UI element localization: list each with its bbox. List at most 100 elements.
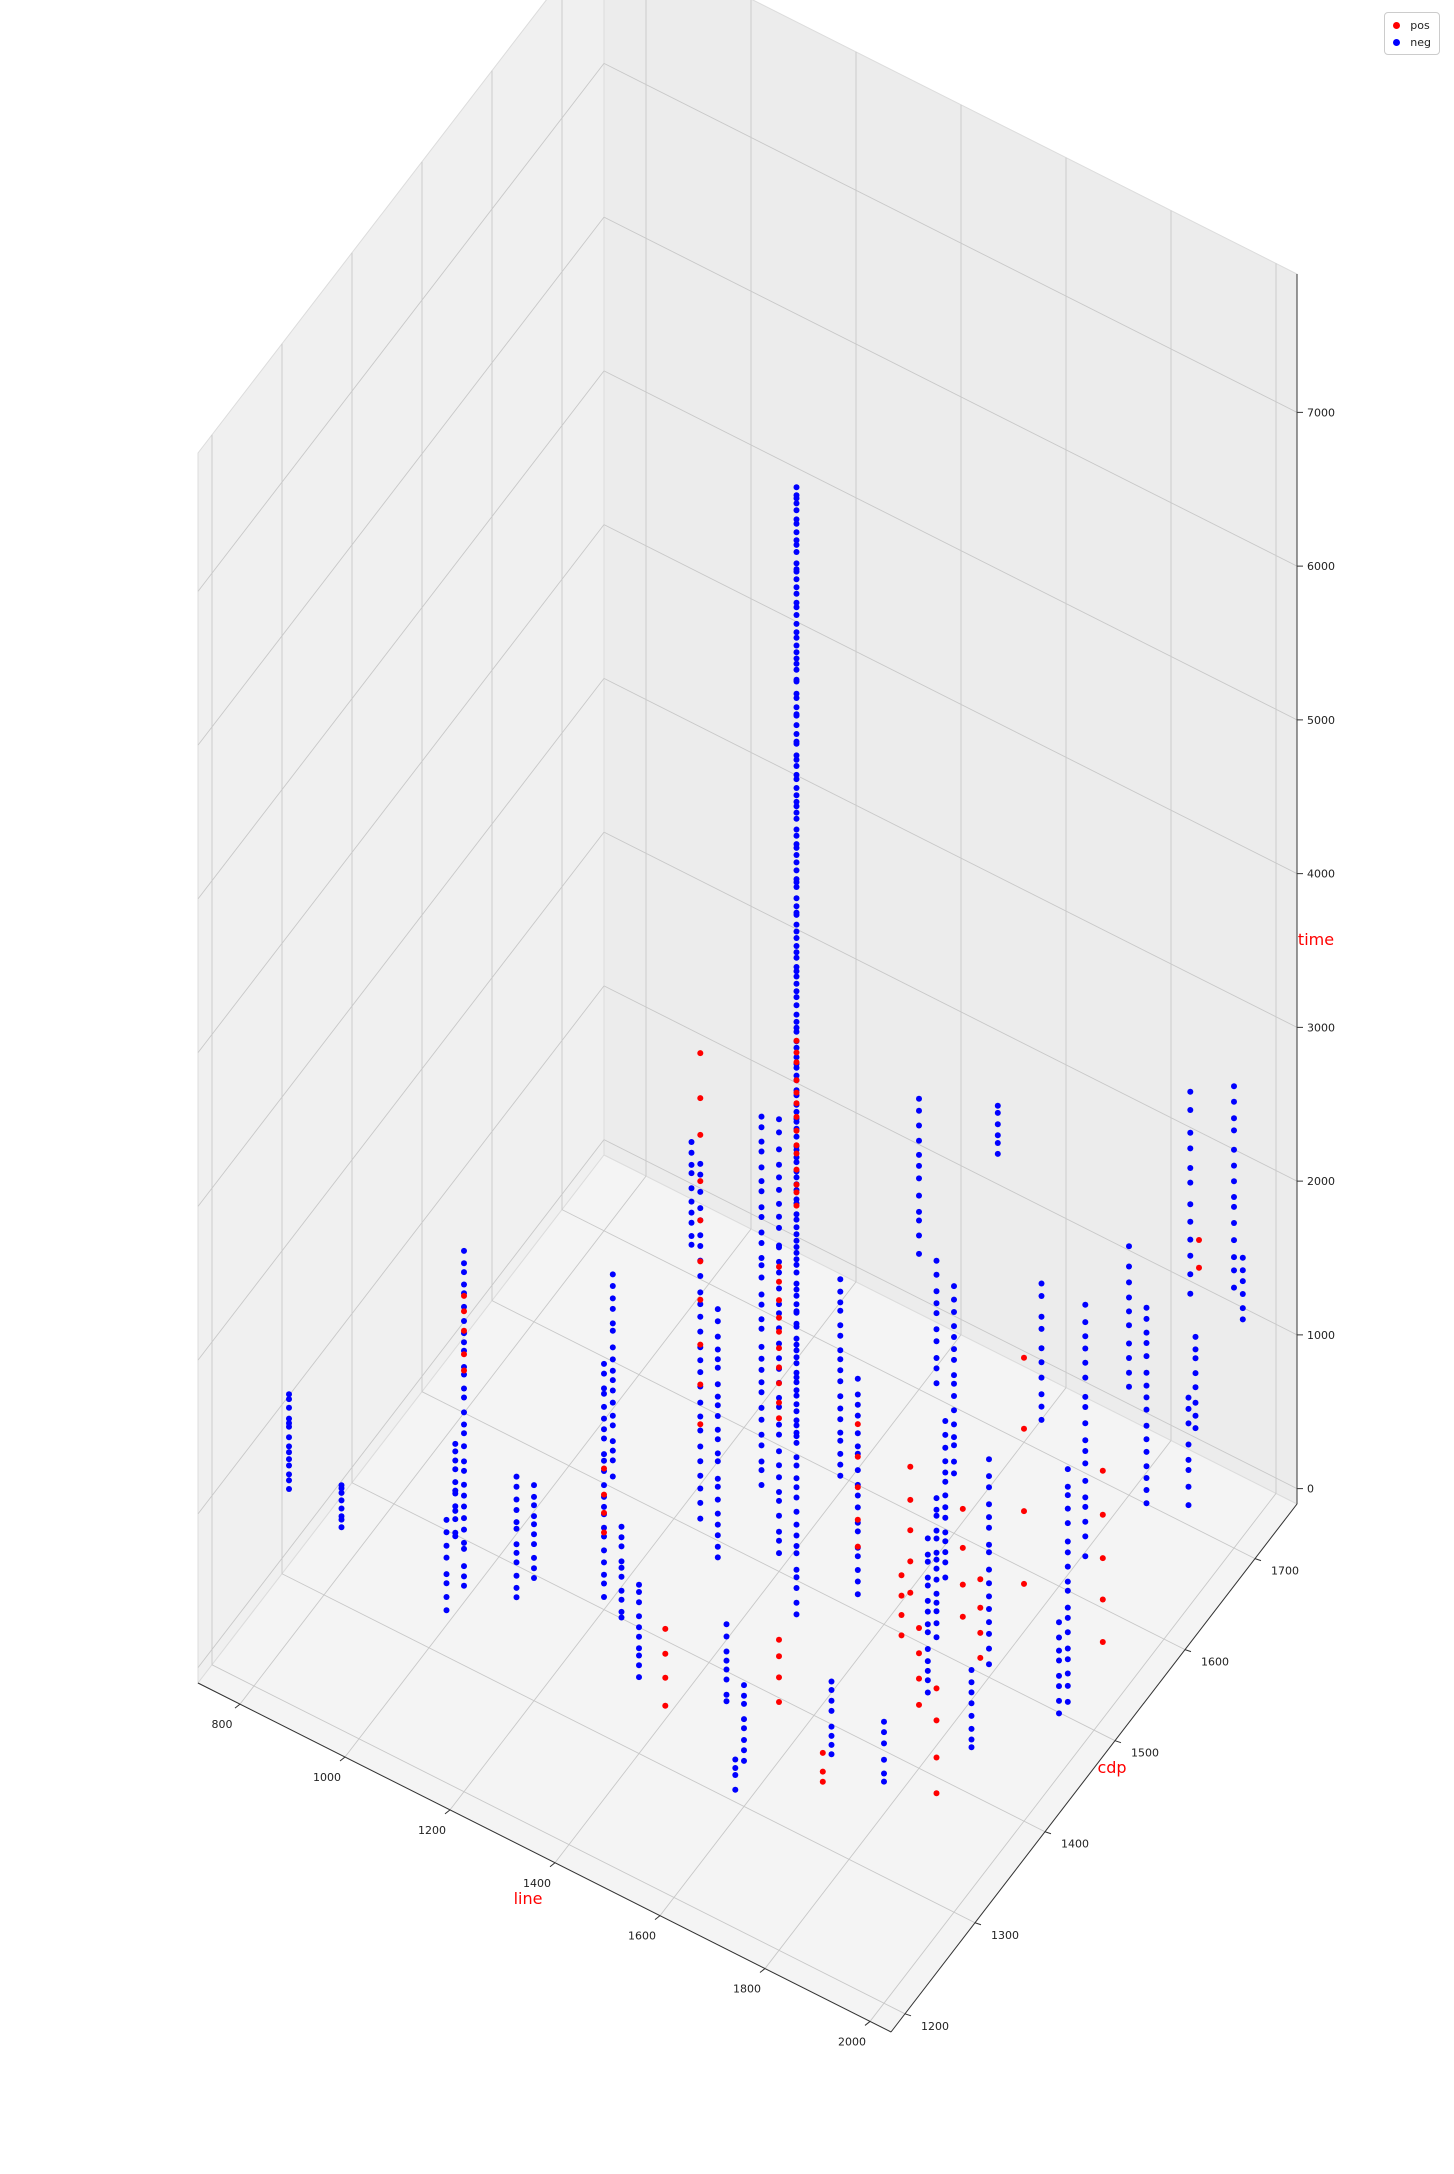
point-pos (461, 1367, 467, 1374)
x-tick-mark (234, 1703, 241, 1709)
point-neg (601, 1482, 607, 1489)
point-neg (1231, 1127, 1237, 1134)
point-neg (1064, 1614, 1071, 1621)
point-neg (837, 1472, 844, 1479)
point-neg (793, 954, 800, 961)
point-neg (1082, 1437, 1089, 1444)
point-pos (461, 1327, 467, 1334)
point-neg (1126, 1294, 1132, 1301)
gridline-z (603, 831, 1298, 1182)
point-neg (793, 711, 800, 718)
point-neg (1231, 1178, 1237, 1185)
point-neg (1143, 1406, 1150, 1413)
point-neg (776, 1340, 782, 1347)
point-neg (609, 1356, 616, 1363)
point-neg (286, 1462, 292, 1469)
point-neg (793, 884, 800, 890)
point-neg (1126, 1263, 1132, 1270)
point-neg (942, 1444, 949, 1451)
point-neg (697, 1499, 704, 1506)
point-neg (933, 1527, 940, 1534)
point-neg (286, 1449, 292, 1456)
point-neg (1082, 1477, 1089, 1484)
point-neg (793, 1475, 800, 1482)
point-pos (793, 1049, 800, 1056)
legend-marker-pos (1393, 22, 1401, 29)
point-neg (837, 1378, 844, 1385)
point-neg (1231, 1284, 1237, 1291)
point-neg (881, 1778, 887, 1785)
point-neg (881, 1740, 887, 1747)
point-neg (531, 1513, 537, 1520)
gridline-y (421, 1391, 1116, 1742)
point-neg (986, 1566, 992, 1573)
point-neg (601, 1571, 607, 1578)
point-neg (793, 695, 800, 701)
point-neg (776, 1285, 782, 1292)
point-neg (793, 841, 800, 848)
point-neg (1082, 1460, 1089, 1467)
point-neg (723, 1648, 730, 1655)
point-pos (907, 1496, 914, 1503)
point-neg (776, 1258, 782, 1265)
point-neg (951, 1458, 957, 1465)
point-neg (1038, 1325, 1045, 1332)
point-neg (933, 1326, 940, 1333)
point-pos (793, 1100, 800, 1107)
point-neg (531, 1521, 537, 1528)
point-neg (793, 1392, 800, 1399)
point-neg (776, 1394, 782, 1401)
point-neg (758, 1404, 765, 1411)
point-neg (793, 520, 800, 527)
x-tick-mark (654, 1915, 661, 1921)
point-neg (1082, 1420, 1089, 1427)
point-neg (461, 1539, 467, 1546)
point-neg (452, 1503, 459, 1510)
point-neg (793, 655, 800, 662)
point-neg (1126, 1243, 1132, 1250)
point-neg (601, 1426, 607, 1433)
point-neg (609, 1344, 616, 1351)
point-neg (1143, 1369, 1150, 1376)
point-neg (776, 1474, 782, 1481)
point-neg (916, 1107, 922, 1114)
point-neg (1082, 1533, 1089, 1540)
point-pos (1021, 1580, 1027, 1587)
point-neg (776, 1161, 782, 1168)
point-neg (776, 1404, 782, 1410)
point-neg (461, 1303, 467, 1310)
point-neg (793, 1108, 800, 1115)
gridlines (197, 0, 1298, 2022)
point-neg (531, 1531, 537, 1538)
point-pos (793, 1189, 800, 1196)
point-neg (837, 1429, 844, 1436)
point-neg (951, 1283, 957, 1290)
y-tick-mark (1254, 1558, 1262, 1562)
point-neg (601, 1370, 607, 1377)
point-neg (1187, 1179, 1194, 1186)
point-neg (461, 1481, 467, 1488)
point-neg (793, 704, 800, 711)
y-tick-label: 1200 (921, 2020, 949, 2033)
point-neg (916, 1151, 922, 1158)
point-neg (758, 1291, 765, 1298)
point-neg (793, 980, 800, 987)
point-neg (854, 1375, 861, 1382)
x-tick-label: 1000 (313, 1771, 341, 1784)
x-tick-label: 2000 (838, 2035, 866, 2048)
point-neg (793, 1408, 800, 1415)
point-neg (609, 1327, 616, 1334)
point-neg (828, 1707, 835, 1714)
x-axis-label: line (514, 1889, 543, 1908)
point-neg (924, 1621, 931, 1628)
point-neg (1143, 1487, 1150, 1493)
point-neg (1126, 1383, 1132, 1390)
point-neg (933, 1506, 940, 1513)
point-neg (286, 1443, 292, 1450)
point-neg (793, 1417, 800, 1424)
gridline-x (869, 1493, 1277, 2022)
point-pos (1196, 1237, 1202, 1243)
point-neg (793, 1429, 800, 1436)
point-neg (1082, 1503, 1089, 1510)
point-neg (636, 1652, 642, 1659)
